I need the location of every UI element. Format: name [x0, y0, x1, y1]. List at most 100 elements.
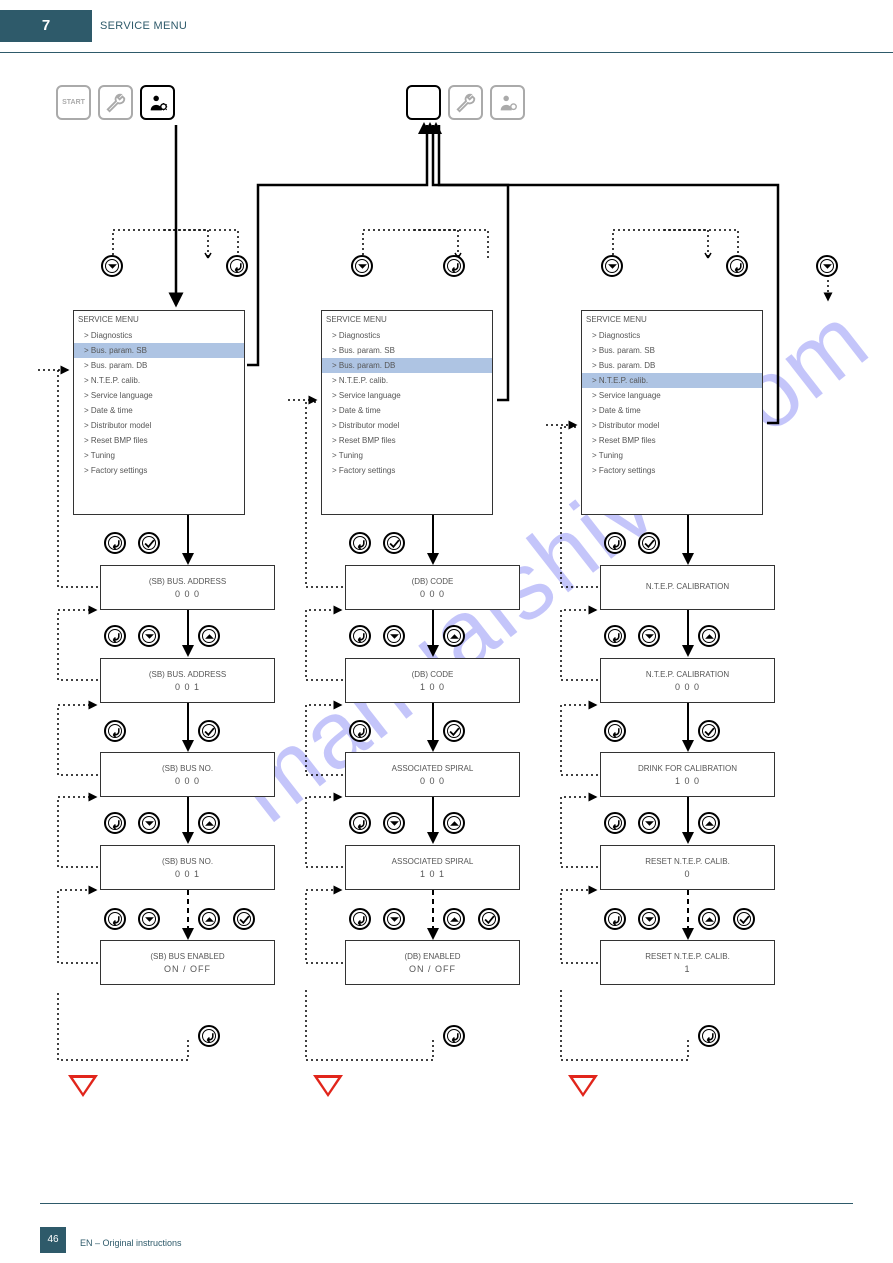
down-icon[interactable]: [601, 255, 623, 277]
down-icon[interactable]: [638, 908, 660, 930]
menu-item[interactable]: > Diagnostics: [582, 328, 762, 343]
warning-icon: [68, 1075, 98, 1097]
down-icon[interactable]: [383, 908, 405, 930]
down-icon[interactable]: [101, 255, 123, 277]
up-icon[interactable]: [443, 625, 465, 647]
user-gear-icon[interactable]: [140, 85, 175, 120]
start-button[interactable]: START: [56, 85, 91, 120]
down-icon[interactable]: [351, 255, 373, 277]
up-icon[interactable]: [443, 812, 465, 834]
back-icon[interactable]: [443, 1025, 465, 1047]
up-icon[interactable]: [198, 625, 220, 647]
wrench-icon[interactable]: [98, 85, 133, 120]
menu-item[interactable]: > Diagnostics: [74, 328, 244, 343]
menu-item[interactable]: > Service language: [322, 388, 492, 403]
back-icon[interactable]: [104, 908, 126, 930]
menu-item-highlight[interactable]: > Bus. param. SB: [74, 343, 244, 358]
back-icon[interactable]: [349, 625, 371, 647]
menu-item[interactable]: > Bus. param. DB: [582, 358, 762, 373]
back-icon[interactable]: [726, 255, 748, 277]
menu-item-highlight[interactable]: > Bus. param. DB: [322, 358, 492, 373]
menu-item[interactable]: > N.T.E.P. calib.: [74, 373, 244, 388]
menu-item[interactable]: > Service language: [582, 388, 762, 403]
down-icon[interactable]: [138, 812, 160, 834]
menu-item[interactable]: > Bus. param. SB: [322, 343, 492, 358]
back-icon[interactable]: [604, 812, 626, 834]
up-icon[interactable]: [198, 812, 220, 834]
menu-item[interactable]: > Factory settings: [322, 463, 492, 478]
down-icon[interactable]: [138, 908, 160, 930]
ok-icon[interactable]: [698, 720, 720, 742]
menu-item[interactable]: > Distributor model: [74, 418, 244, 433]
down-icon[interactable]: [638, 625, 660, 647]
back-icon[interactable]: [349, 720, 371, 742]
back-icon[interactable]: [349, 532, 371, 554]
user-gear-icon[interactable]: [490, 85, 525, 120]
down-icon[interactable]: [138, 625, 160, 647]
ok-icon[interactable]: [443, 720, 465, 742]
up-icon[interactable]: [698, 625, 720, 647]
menu-item[interactable]: > Diagnostics: [322, 328, 492, 343]
back-icon[interactable]: [604, 720, 626, 742]
ok-icon[interactable]: [233, 908, 255, 930]
back-icon[interactable]: [226, 255, 248, 277]
down-icon[interactable]: [383, 625, 405, 647]
menu-item[interactable]: > Bus. param. DB: [74, 358, 244, 373]
menu-item[interactable]: > Reset BMP files: [74, 433, 244, 448]
blank-button[interactable]: [406, 85, 441, 120]
step-box: (SB) BUS ENABLEDON / OFF: [100, 940, 275, 985]
menu-item[interactable]: > Distributor model: [322, 418, 492, 433]
back-icon[interactable]: [604, 625, 626, 647]
menu-item[interactable]: > Service language: [74, 388, 244, 403]
ok-icon[interactable]: [733, 908, 755, 930]
up-icon[interactable]: [698, 812, 720, 834]
back-icon[interactable]: [104, 532, 126, 554]
menu-item[interactable]: > Distributor model: [582, 418, 762, 433]
menu-item-highlight[interactable]: > N.T.E.P. calib.: [582, 373, 762, 388]
down-icon[interactable]: [638, 812, 660, 834]
up-icon[interactable]: [198, 908, 220, 930]
menu-item[interactable]: > Factory settings: [74, 463, 244, 478]
ok-icon[interactable]: [638, 532, 660, 554]
footer-text: EN – Original instructions: [80, 1238, 182, 1248]
ok-icon[interactable]: [138, 532, 160, 554]
step-box: N.T.E.P. CALIBRATION0 0 0: [600, 658, 775, 703]
ok-icon[interactable]: [478, 908, 500, 930]
wrench-icon[interactable]: [448, 85, 483, 120]
back-icon[interactable]: [604, 908, 626, 930]
back-icon[interactable]: [104, 812, 126, 834]
back-icon[interactable]: [349, 908, 371, 930]
down-icon[interactable]: [816, 255, 838, 277]
menu-item[interactable]: > Factory settings: [582, 463, 762, 478]
section-number: 7: [0, 10, 92, 42]
menu-item[interactable]: > Tuning: [582, 448, 762, 463]
ok-icon[interactable]: [383, 532, 405, 554]
menu-item[interactable]: > Reset BMP files: [322, 433, 492, 448]
back-icon[interactable]: [604, 532, 626, 554]
down-icon[interactable]: [383, 812, 405, 834]
menu-item[interactable]: > N.T.E.P. calib.: [322, 373, 492, 388]
back-icon[interactable]: [104, 625, 126, 647]
back-icon[interactable]: [104, 720, 126, 742]
step-box: (DB) CODE0 0 0: [345, 565, 520, 610]
menu-item[interactable]: > Tuning: [322, 448, 492, 463]
back-icon[interactable]: [198, 1025, 220, 1047]
warning-icon: [568, 1075, 598, 1097]
menu-item[interactable]: > Tuning: [74, 448, 244, 463]
menu-item[interactable]: > Date & time: [74, 403, 244, 418]
flow-diagram: manualshive.com: [38, 70, 858, 1190]
menu-item[interactable]: > Bus. param. SB: [582, 343, 762, 358]
ok-icon[interactable]: [198, 720, 220, 742]
up-icon[interactable]: [698, 908, 720, 930]
menu-item[interactable]: > Date & time: [322, 403, 492, 418]
page-footer: 46 EN – Original instructions: [0, 1203, 893, 1263]
back-icon[interactable]: [443, 255, 465, 277]
menu-item[interactable]: > Reset BMP files: [582, 433, 762, 448]
step-box: RESET N.T.E.P. CALIB.0: [600, 845, 775, 890]
back-icon[interactable]: [698, 1025, 720, 1047]
up-icon[interactable]: [443, 908, 465, 930]
step-box: (DB) CODE1 0 0: [345, 658, 520, 703]
back-icon[interactable]: [349, 812, 371, 834]
warning-icon: [313, 1075, 343, 1097]
menu-item[interactable]: > Date & time: [582, 403, 762, 418]
